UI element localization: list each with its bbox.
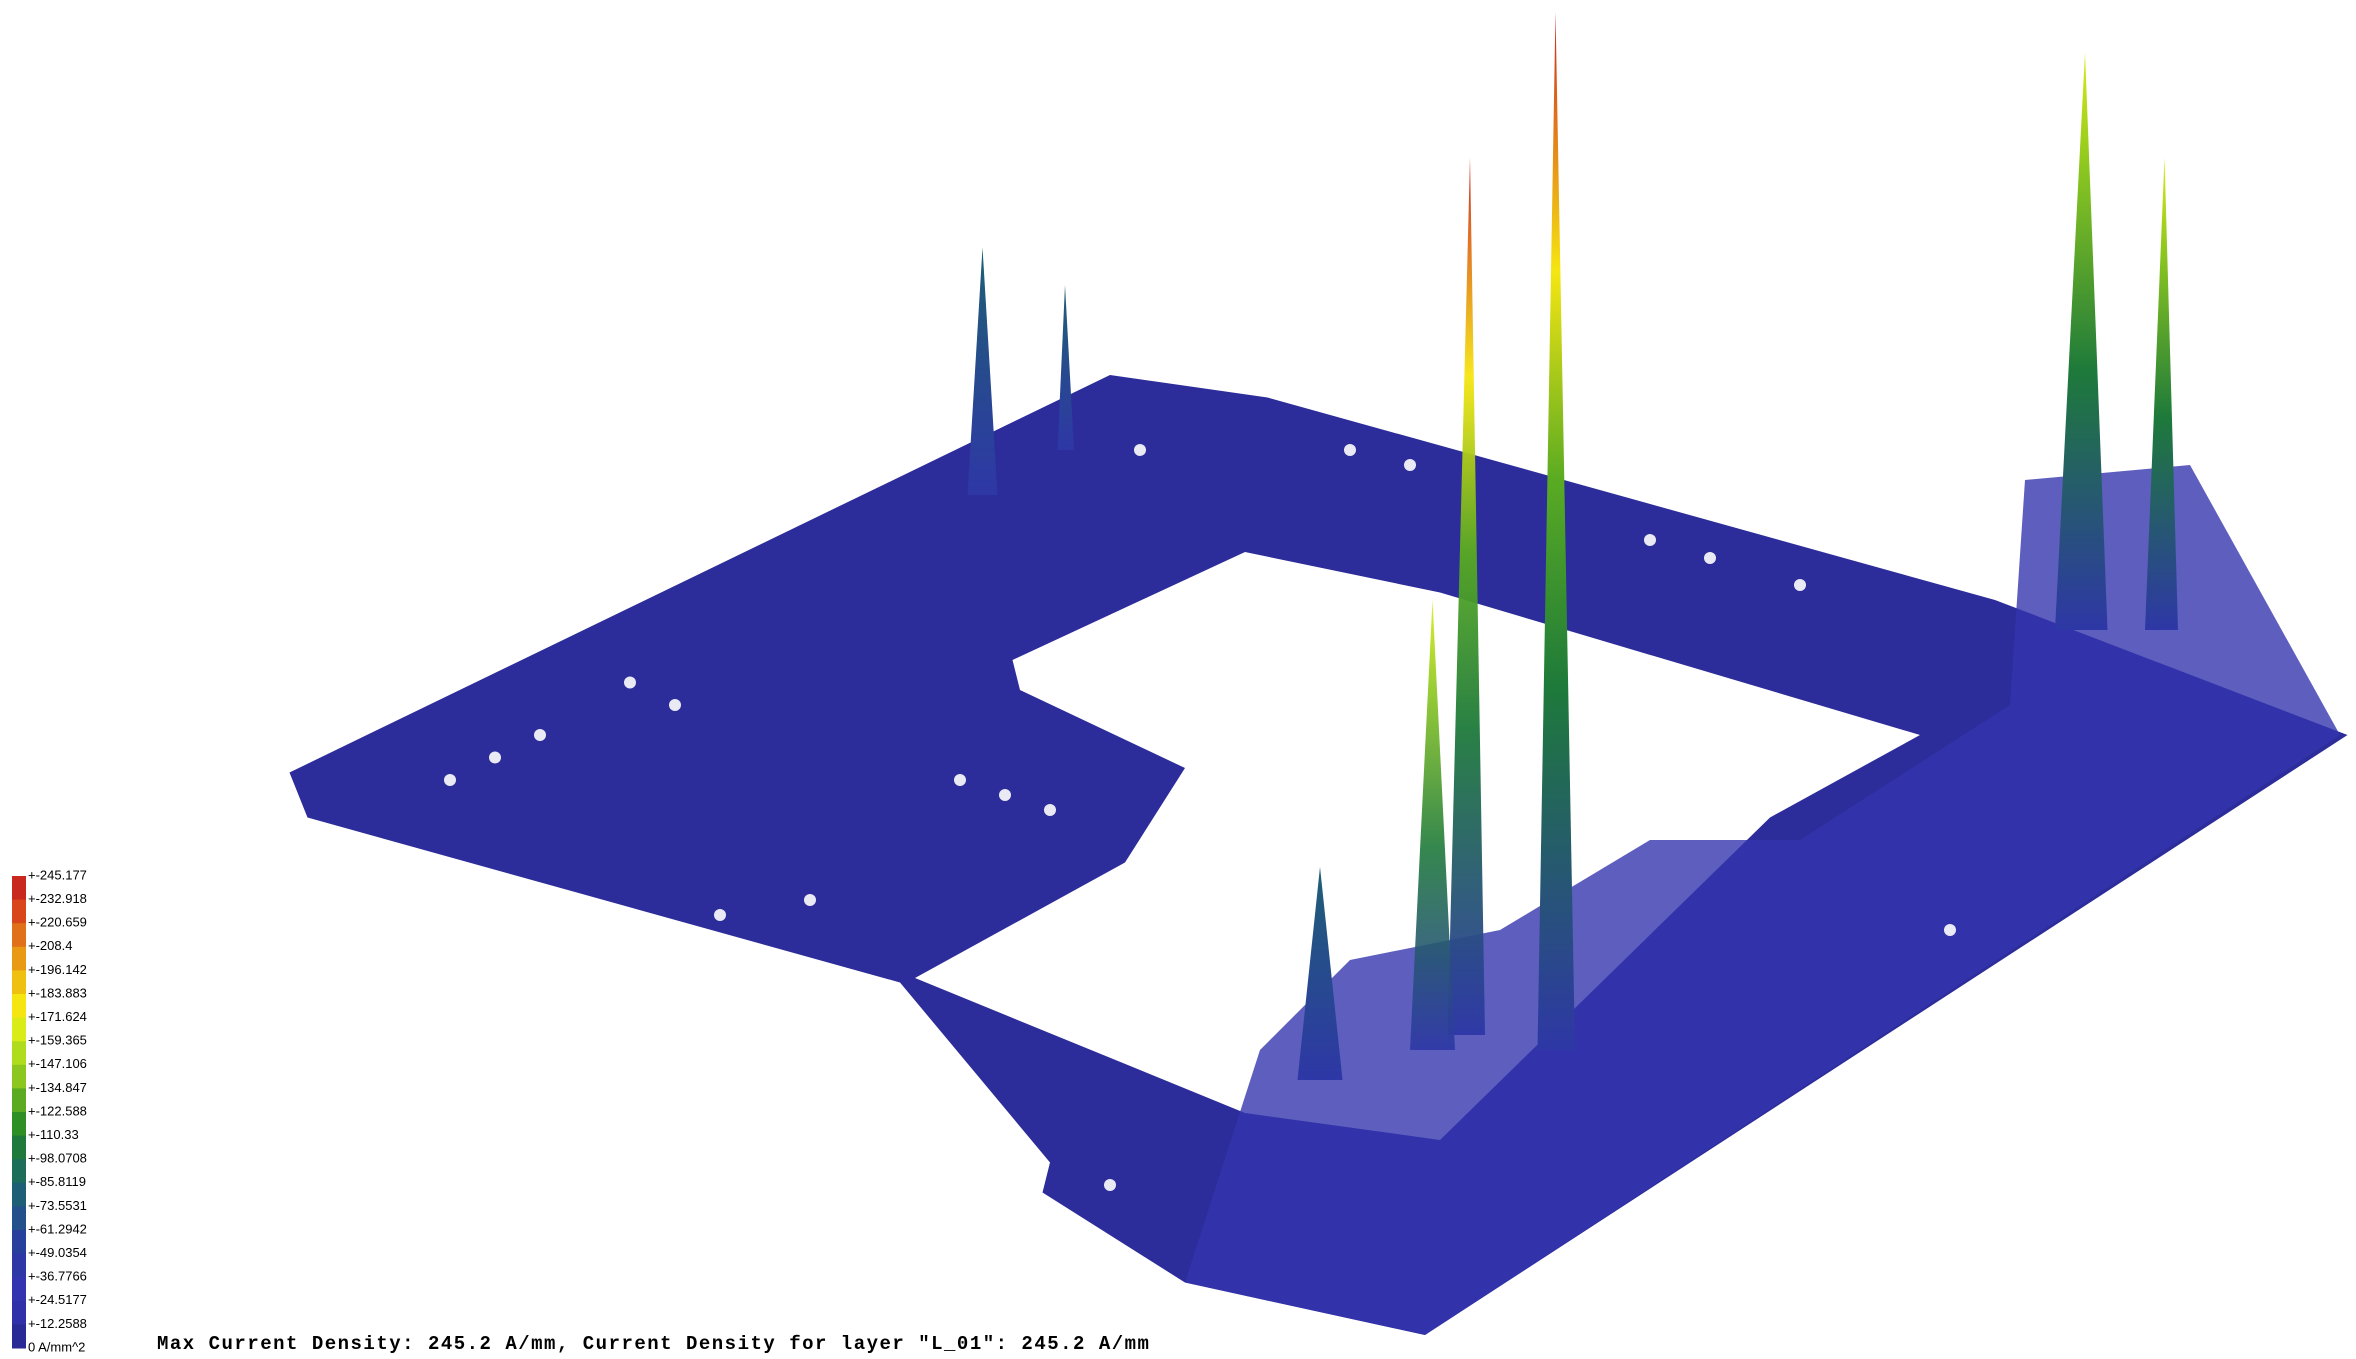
legend-label: +-98.0708 bbox=[28, 1151, 87, 1166]
legend-band bbox=[12, 1041, 26, 1066]
legend-label: +-196.142 bbox=[28, 962, 87, 977]
legend-band bbox=[12, 970, 26, 995]
legend-label: +-110.33 bbox=[28, 1127, 79, 1142]
legend-label: +-220.659 bbox=[28, 915, 87, 930]
legend-band bbox=[12, 1017, 26, 1042]
legend-band bbox=[12, 946, 26, 971]
board-surface bbox=[289, 12, 2348, 1335]
legend-band bbox=[12, 1064, 26, 1089]
legend-band bbox=[12, 1206, 26, 1231]
legend-label: +-134.847 bbox=[28, 1080, 87, 1095]
legend-label: 0 A/mm^2 bbox=[28, 1339, 85, 1354]
legend-label: +-73.5531 bbox=[28, 1198, 87, 1213]
legend-band bbox=[12, 1112, 26, 1137]
legend-band bbox=[12, 994, 26, 1019]
legend-band bbox=[12, 899, 26, 924]
legend-band bbox=[12, 1230, 26, 1255]
legend-label: +-61.2942 bbox=[28, 1221, 87, 1236]
legend-band bbox=[12, 1324, 26, 1349]
legend-label: +-232.918 bbox=[28, 891, 87, 906]
legend-band bbox=[12, 923, 26, 948]
legend-label: +-159.365 bbox=[28, 1033, 87, 1048]
legend-label: +-12.2588 bbox=[28, 1316, 87, 1331]
legend-label: +-171.624 bbox=[28, 1009, 87, 1024]
legend-label: +-245.177 bbox=[28, 867, 87, 882]
legend-label: +-183.883 bbox=[28, 985, 87, 1000]
legend-band bbox=[12, 1159, 26, 1184]
status-text: Max Current Density: 245.2 A/mm, Current… bbox=[157, 1333, 1150, 1355]
legend-band bbox=[12, 1300, 26, 1325]
legend-band bbox=[12, 1182, 26, 1207]
legend-band bbox=[12, 1135, 26, 1160]
legend-band bbox=[12, 1088, 26, 1113]
legend-label: +-24.5177 bbox=[28, 1292, 87, 1307]
legend-label: +-147.106 bbox=[28, 1056, 87, 1071]
legend-label: +-122.588 bbox=[28, 1103, 87, 1118]
legend-label: +-208.4 bbox=[28, 938, 72, 953]
legend-band bbox=[12, 876, 26, 901]
legend-band bbox=[12, 1277, 26, 1302]
color-legend: +-245.177 +-232.918 +-220.659 +-208.4 +-196.… bbox=[12, 867, 87, 1354]
legend-label: +-49.0354 bbox=[28, 1245, 87, 1260]
legend-band bbox=[12, 1253, 26, 1278]
legend-label: +-36.7766 bbox=[28, 1269, 87, 1284]
legend-label: +-85.8119 bbox=[28, 1174, 86, 1189]
